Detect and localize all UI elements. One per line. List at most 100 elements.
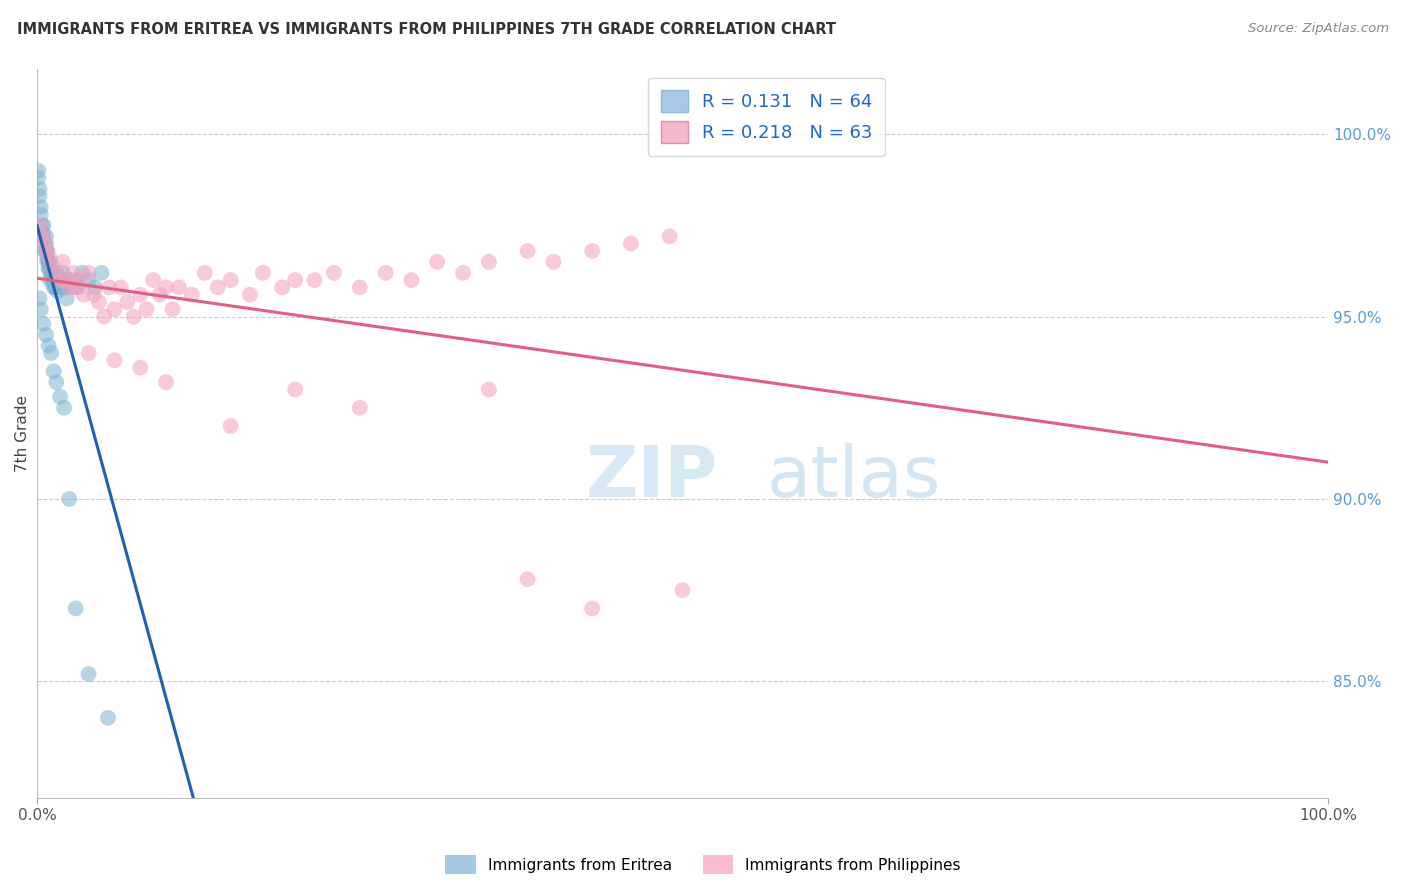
Point — [543, 255, 565, 269]
Point — [44, 273, 66, 287]
Point — [98, 280, 121, 294]
Point — [180, 287, 202, 301]
Point — [77, 273, 100, 287]
Point — [451, 266, 474, 280]
Point — [28, 189, 51, 203]
Point — [41, 266, 63, 280]
Point — [30, 200, 52, 214]
Point — [426, 255, 449, 269]
Point — [44, 280, 66, 294]
Text: atlas: atlas — [766, 442, 941, 512]
Point — [62, 280, 84, 294]
Point — [77, 667, 100, 681]
Point — [478, 383, 501, 397]
Point — [69, 273, 91, 287]
Point — [97, 711, 120, 725]
Point — [38, 255, 60, 269]
Point — [478, 255, 501, 269]
Point — [304, 273, 326, 287]
Point — [37, 251, 59, 265]
Point — [35, 244, 58, 258]
Point — [42, 280, 65, 294]
Point — [30, 302, 52, 317]
Point — [620, 236, 643, 251]
Point — [103, 353, 125, 368]
Point — [67, 280, 90, 294]
Text: ZIP: ZIP — [586, 442, 718, 512]
Point — [62, 266, 84, 280]
Point — [37, 255, 59, 269]
Point — [219, 419, 242, 434]
Point — [194, 266, 217, 280]
Point — [72, 287, 94, 301]
Point — [52, 255, 75, 269]
Point — [162, 302, 184, 317]
Point — [42, 364, 65, 378]
Point — [41, 259, 63, 273]
Point — [38, 262, 60, 277]
Point — [55, 291, 77, 305]
Point — [129, 287, 152, 301]
Legend: R = 0.131   N = 64, R = 0.218   N = 63: R = 0.131 N = 64, R = 0.218 N = 63 — [648, 78, 884, 156]
Point — [219, 273, 242, 287]
Point — [284, 273, 307, 287]
Point — [58, 491, 80, 506]
Point — [401, 273, 423, 287]
Point — [77, 346, 100, 360]
Point — [49, 273, 72, 287]
Point — [83, 287, 105, 301]
Point — [31, 229, 53, 244]
Point — [84, 280, 107, 294]
Point — [45, 280, 67, 294]
Point — [55, 273, 77, 287]
Point — [149, 287, 172, 301]
Point — [207, 280, 229, 294]
Point — [34, 236, 56, 251]
Point — [34, 244, 56, 258]
Point — [32, 219, 55, 233]
Point — [39, 346, 62, 360]
Point — [27, 170, 49, 185]
Point — [49, 273, 72, 287]
Point — [46, 284, 69, 298]
Point — [65, 601, 87, 615]
Point — [53, 280, 76, 294]
Point — [30, 207, 52, 221]
Point — [239, 287, 262, 301]
Point — [42, 273, 65, 287]
Legend: Immigrants from Eritrea, Immigrants from Philippines: Immigrants from Eritrea, Immigrants from… — [439, 849, 967, 880]
Point — [32, 317, 55, 331]
Point — [38, 255, 60, 269]
Point — [155, 280, 177, 294]
Point — [39, 262, 62, 277]
Point — [38, 339, 60, 353]
Point — [34, 236, 56, 251]
Point — [90, 266, 112, 280]
Point — [41, 273, 63, 287]
Point — [39, 269, 62, 284]
Point — [51, 280, 73, 294]
Point — [167, 280, 190, 294]
Point — [35, 229, 58, 244]
Point — [58, 280, 80, 294]
Text: Source: ZipAtlas.com: Source: ZipAtlas.com — [1249, 22, 1389, 36]
Point — [48, 280, 70, 294]
Point — [516, 572, 538, 586]
Point — [53, 273, 76, 287]
Point — [37, 244, 59, 258]
Point — [28, 182, 51, 196]
Point — [581, 244, 603, 258]
Point — [129, 360, 152, 375]
Point — [671, 583, 693, 598]
Point — [70, 266, 93, 280]
Point — [374, 266, 396, 280]
Point — [37, 244, 59, 258]
Point — [135, 302, 157, 317]
Point — [142, 273, 165, 287]
Point — [31, 219, 53, 233]
Point — [49, 390, 72, 404]
Point — [31, 226, 53, 240]
Point — [38, 251, 60, 265]
Point — [35, 327, 58, 342]
Point — [122, 310, 145, 324]
